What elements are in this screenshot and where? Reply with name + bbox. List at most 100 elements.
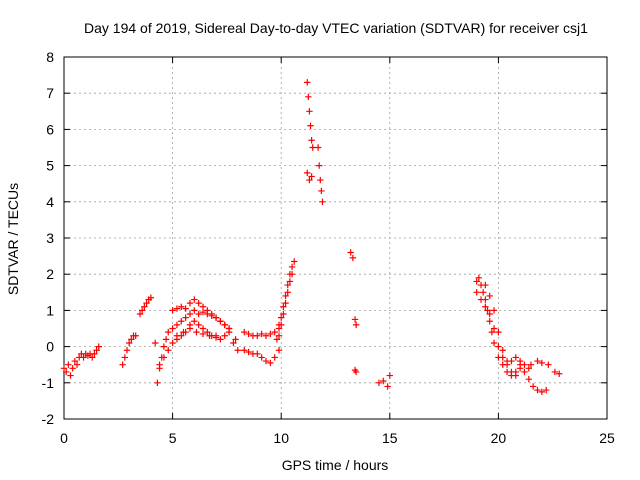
data-point <box>217 318 224 325</box>
data-point <box>306 108 313 115</box>
data-point <box>521 368 528 376</box>
data-point <box>169 307 176 314</box>
data-point <box>349 254 357 262</box>
data-point <box>271 354 278 361</box>
data-point <box>275 325 283 332</box>
y-tick-label: 3 <box>46 230 54 246</box>
data-point <box>308 137 315 144</box>
data-point <box>60 365 68 372</box>
data-point <box>291 258 298 265</box>
data-point <box>136 310 144 318</box>
series-arc-8 <box>241 321 283 339</box>
axis-ticks <box>63 56 608 420</box>
data-point <box>538 388 546 396</box>
data-point <box>495 328 502 336</box>
data-point <box>304 79 311 86</box>
data-point <box>199 309 207 316</box>
data-point <box>195 321 202 329</box>
data-point <box>284 289 291 296</box>
data-point <box>178 303 185 310</box>
data-point <box>352 368 360 376</box>
x-axis-label: GPS time / hours <box>282 457 389 473</box>
data-point <box>173 305 181 312</box>
data-point <box>521 361 528 368</box>
data-point <box>132 332 139 339</box>
y-tick-label: 6 <box>46 121 54 137</box>
series-arc-15 <box>347 249 357 262</box>
data-point <box>141 303 148 310</box>
data-point <box>169 339 176 347</box>
data-point <box>199 325 207 332</box>
data-point <box>538 359 546 367</box>
series-arc-18 <box>375 372 393 390</box>
data-point <box>525 375 533 383</box>
data-point <box>384 383 391 390</box>
data-point <box>280 310 287 318</box>
data-point <box>284 281 291 289</box>
data-point <box>199 303 207 310</box>
data-point <box>482 281 489 289</box>
data-point <box>241 347 248 354</box>
y-tick-label: 8 <box>46 49 54 65</box>
data-point <box>221 321 228 329</box>
data-point <box>316 162 323 169</box>
data-point <box>516 357 524 365</box>
data-point <box>232 336 239 343</box>
data-point <box>128 336 135 343</box>
data-point <box>230 339 237 347</box>
data-point <box>288 263 296 271</box>
x-tick-label: 0 <box>60 430 68 446</box>
series-arc-11 <box>275 271 296 339</box>
data-point <box>208 310 215 318</box>
data-points <box>60 79 563 396</box>
data-point <box>182 314 189 321</box>
x-tick-label: 15 <box>382 430 398 446</box>
data-point <box>195 310 202 318</box>
series-arc-6 <box>173 325 220 341</box>
data-point <box>280 303 287 310</box>
data-point <box>169 325 176 332</box>
series-arc-4 <box>156 318 233 368</box>
data-point <box>309 144 316 151</box>
data-point <box>186 310 194 318</box>
data-point <box>180 328 187 336</box>
data-point <box>306 176 313 184</box>
data-point <box>212 334 220 341</box>
data-point <box>278 314 285 321</box>
data-point <box>121 354 129 361</box>
data-point <box>178 318 185 325</box>
data-point <box>508 368 515 376</box>
data-point <box>512 372 519 379</box>
data-point <box>488 328 496 336</box>
data-point <box>69 365 76 372</box>
data-point <box>282 299 289 307</box>
x-tick-labels: 0 5 10 15 20 25 <box>60 430 615 446</box>
x-tick-label: 25 <box>599 430 615 446</box>
series-arc-7 <box>230 336 241 354</box>
data-point <box>67 372 74 379</box>
data-point <box>258 354 265 361</box>
data-point <box>191 318 198 325</box>
x-tick-label: 5 <box>169 430 177 446</box>
data-point <box>267 359 274 367</box>
data-point <box>542 386 550 394</box>
data-point <box>182 305 189 312</box>
data-point <box>490 307 498 314</box>
data-point <box>241 328 248 336</box>
data-point <box>204 307 211 314</box>
y-tick-label: 2 <box>46 266 54 282</box>
data-point <box>490 339 498 347</box>
data-point <box>152 339 159 347</box>
data-point <box>314 144 322 151</box>
data-point <box>503 357 511 365</box>
data-point <box>138 307 146 314</box>
data-point <box>534 386 541 394</box>
y-tick-labels: -2 -1 0 1 2 3 4 5 6 7 8 <box>42 49 55 427</box>
series-arc-17 <box>351 366 360 376</box>
data-point <box>195 299 202 307</box>
data-point <box>479 289 487 296</box>
y-tick-label: 4 <box>46 194 54 210</box>
data-point <box>165 328 172 336</box>
data-point <box>317 176 324 184</box>
data-point <box>191 296 198 303</box>
